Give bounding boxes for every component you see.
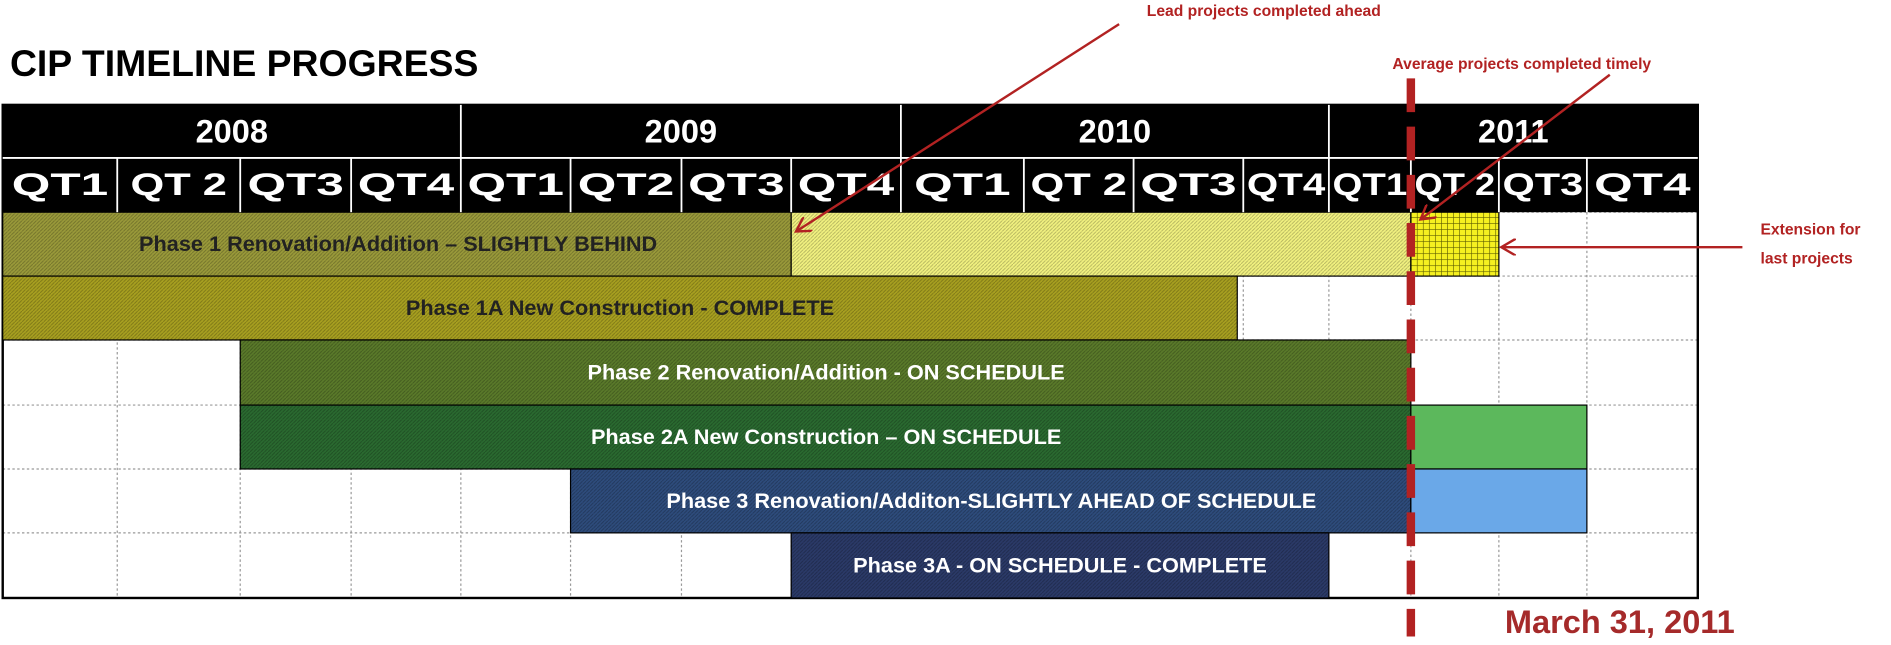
quarter-label: QT4 [1247, 167, 1326, 202]
quarter-label: QT3 [1140, 167, 1236, 202]
bar-label: Phase 3 Renovation/Additon-SLIGHTLY AHEA… [666, 488, 1316, 513]
bar-segment [1410, 468, 1588, 534]
bars: Phase 1 Renovation/Addition – SLIGHTLY B… [2, 211, 1588, 599]
year-label: 2010 [1079, 113, 1151, 149]
bar-texture [2, 276, 1238, 340]
arrow [1421, 73, 1611, 220]
quarter-label: QT1 [467, 167, 563, 202]
bar-segment [1410, 211, 1500, 277]
title: CIP TIMELINE PROGRESS [10, 42, 478, 84]
bar-texture [240, 339, 1411, 406]
year-label: 2009 [645, 113, 717, 149]
quarter-label: QT2 [578, 167, 674, 202]
annotation: last projects [1760, 250, 1853, 267]
quarter-label: QT4 [358, 167, 455, 202]
bar-label: Phase 2A New Construction – ON SCHEDULE [591, 424, 1061, 449]
quarter-label: QT1 [1333, 167, 1408, 202]
year-label: 2008 [196, 113, 268, 149]
annotation: Lead projects completed ahead [1147, 3, 1381, 20]
date-label: March 31, 2011 [1505, 604, 1735, 640]
bar-label: Phase 1 Renovation/Addition – SLIGHTLY B… [139, 231, 657, 256]
bar-texture [570, 468, 1411, 533]
quarter-label: QT3 [247, 167, 343, 202]
bar-texture [791, 212, 1411, 277]
bar-texture [791, 532, 1329, 598]
bar-label: Phase 2 Renovation/Addition - ON SCHEDUL… [588, 359, 1065, 384]
bar-label: Phase 3A - ON SCHEDULE - COMPLETE [853, 552, 1267, 577]
bar-segment [1410, 404, 1588, 470]
quarter-label: QT1 [12, 167, 108, 202]
quarter-label: QT 2 [131, 167, 227, 202]
bar-texture [240, 405, 1411, 469]
quarter-label: QT1 [914, 167, 1010, 202]
bar-texture [2, 212, 792, 277]
quarter-label: QT3 [688, 167, 784, 202]
quarter-label: QT4 [798, 167, 895, 202]
quarter-label: QT4 [1594, 167, 1691, 202]
annotation: Extension for [1760, 221, 1860, 238]
annotation: Average projects completed timely [1392, 56, 1651, 73]
year-label: 2011 [1478, 113, 1549, 149]
arrow [796, 23, 1120, 231]
quarter-label: QT3 [1502, 167, 1583, 202]
quarter-label: QT 2 [1030, 167, 1126, 202]
bar-label: Phase 1A New Construction - COMPLETE [406, 295, 834, 320]
